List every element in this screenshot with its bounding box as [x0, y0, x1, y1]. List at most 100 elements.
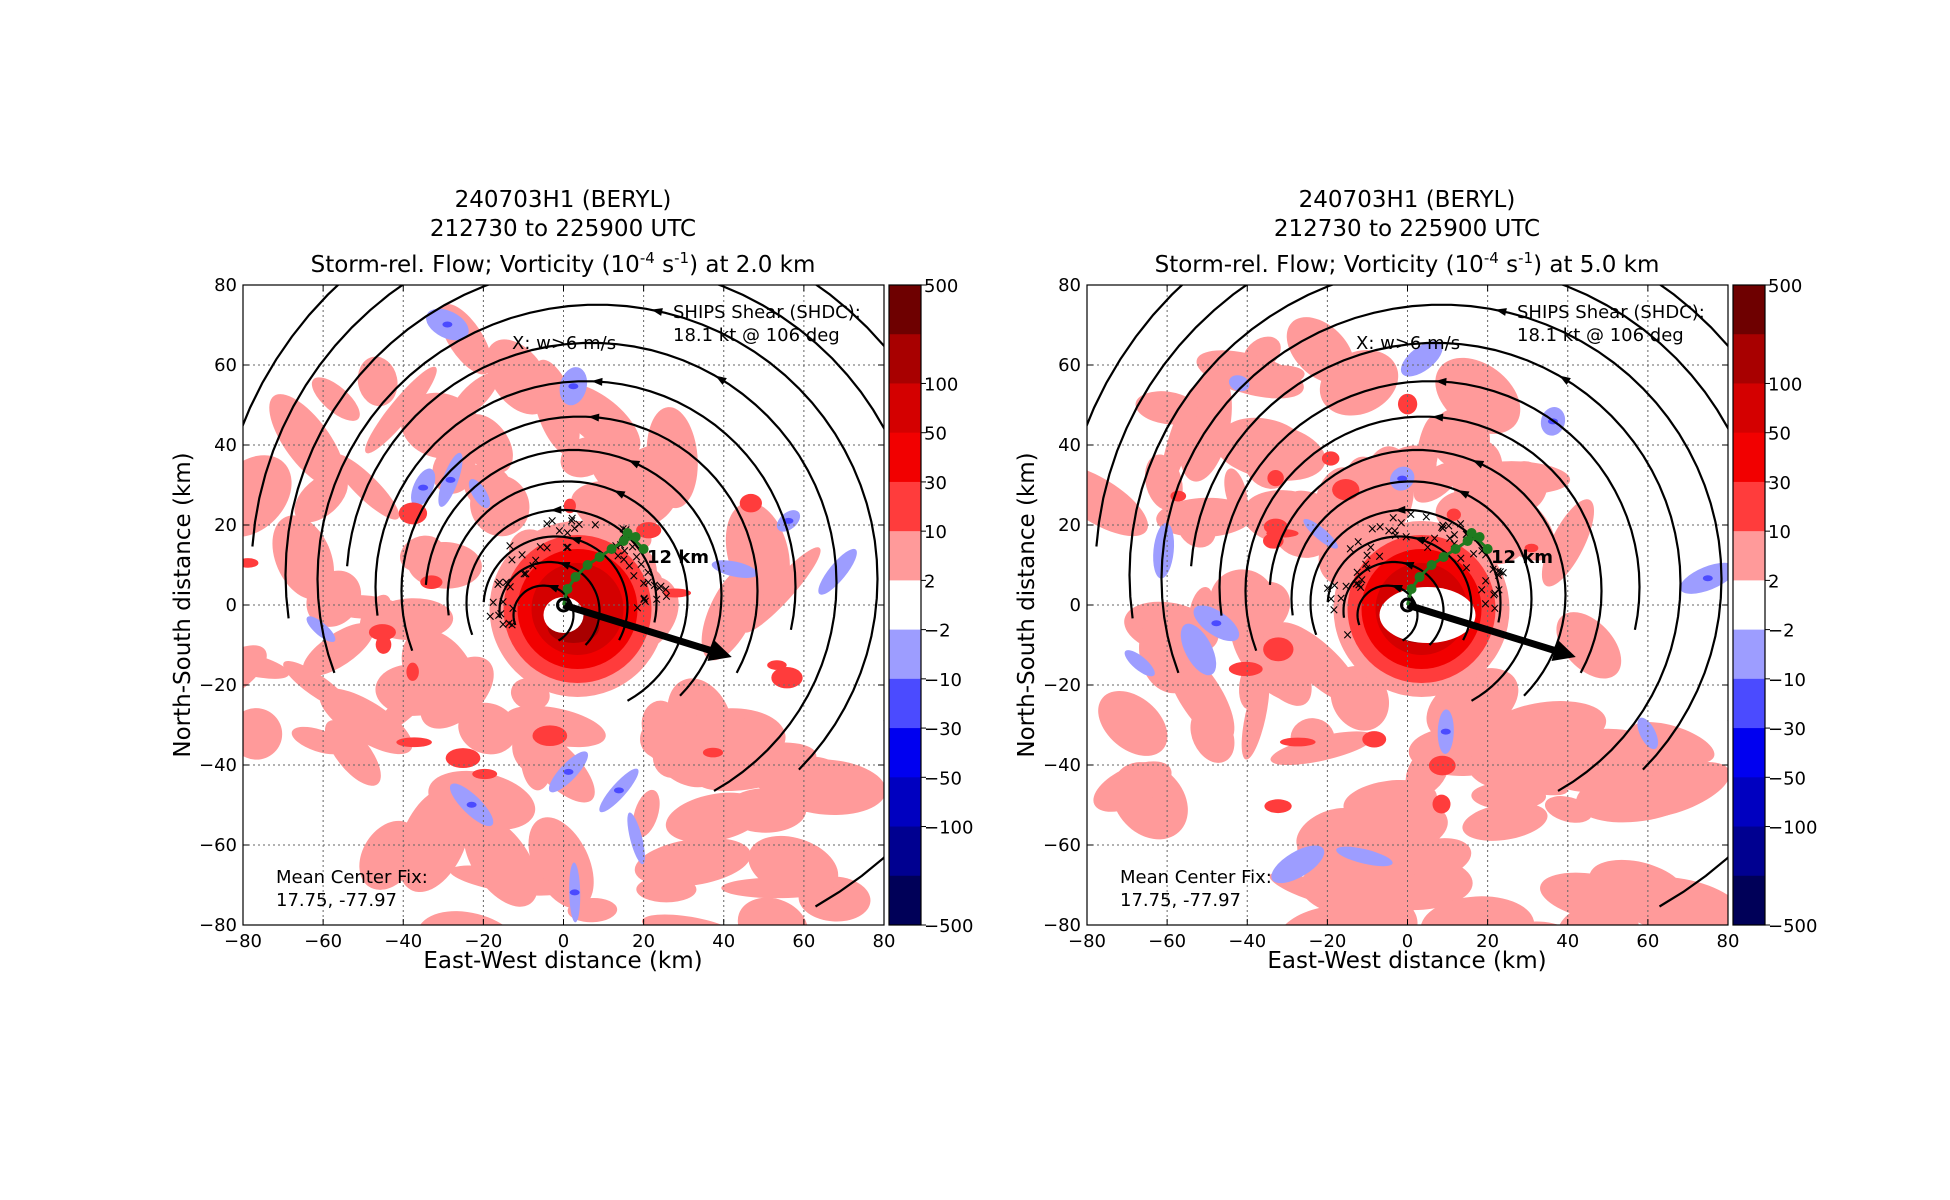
colorbar-frame — [1732, 284, 1766, 926]
colorbar-band — [1733, 531, 1765, 581]
updraft-marker: × — [488, 595, 499, 610]
updraft-marker: × — [1480, 574, 1491, 589]
panel-1-center-fix-line-2: 17.75, -77.97 — [276, 890, 397, 911]
updraft-marker: × — [1488, 563, 1499, 578]
streamline-arrow — [569, 536, 582, 545]
vorticity-patch — [1196, 350, 1304, 399]
updraft-marker: × — [1476, 544, 1487, 559]
negative-vorticity-patch — [1400, 341, 1443, 377]
updraft-marker: × — [502, 577, 513, 592]
panel-2-colorbar: 500 100 50 30 10 2 −2 −10 −30 −50 −100 −500 — [1732, 276, 1817, 937]
updraft-marker: × — [615, 538, 626, 553]
updraft-marker: × — [547, 514, 558, 529]
panel-1-title-line-3: Storm-rel. Flow; Vorticity (10-4 s-1) at… — [311, 249, 816, 278]
streamline-arrow — [1435, 377, 1447, 386]
vorticity-patch — [323, 595, 402, 619]
negative-vorticity-patch — [1637, 717, 1659, 750]
colorbar-band — [1733, 285, 1765, 335]
vorticity-patch — [632, 789, 660, 838]
panel-1-y-axis-label: North-South distance (km) — [170, 452, 196, 757]
colorbar-band — [1733, 383, 1765, 434]
updraft-marker: × — [520, 567, 531, 582]
streamline — [1095, 285, 1728, 547]
vorticity-patch — [1557, 902, 1639, 925]
updraft-marker: × — [618, 522, 629, 537]
updraft-marker: × — [519, 567, 530, 582]
negative-vorticity-patch — [818, 548, 857, 595]
vorticity-patch — [1135, 391, 1199, 425]
updraft-marker: × — [654, 581, 665, 596]
y-tick-label: 0 — [1070, 595, 1081, 616]
updraft-marker: × — [638, 577, 649, 592]
colorbar-band — [889, 432, 921, 483]
updraft-marker: × — [1420, 534, 1431, 549]
vorticity-patch — [532, 725, 568, 747]
updraft-marker: × — [1461, 527, 1472, 542]
updraft-marker: × — [651, 592, 662, 607]
updraft-marker: × — [638, 592, 649, 607]
y-tick-label: 40 — [1058, 435, 1081, 456]
x-tick-label: 40 — [712, 931, 735, 952]
vorticity-patch — [243, 645, 267, 705]
updraft-marker: × — [505, 580, 516, 595]
updraft-marker: × — [498, 595, 509, 610]
panel-1-streamlines — [243, 285, 884, 908]
x-tick-label: −40 — [1228, 931, 1266, 952]
eye-region — [1379, 587, 1476, 643]
x-tick-label: −80 — [224, 931, 262, 952]
panel-1-axis-ticks: −80−80 −60 −60 −40 −40 −20 −20 0 0 20 20 40 40 60 60 80… — [199, 275, 895, 952]
y-tick-label: 80 — [214, 275, 237, 296]
vorticity-patch — [770, 960, 821, 993]
streamline-arrow — [591, 377, 603, 386]
streamline-arrow — [628, 460, 641, 469]
vorticity-patch — [748, 835, 839, 898]
streamline-arrow — [558, 562, 571, 570]
vorticity-patch — [243, 455, 292, 537]
updraft-marker: × — [1356, 573, 1367, 588]
vorticity-patch — [531, 359, 580, 456]
updraft-marker: × — [628, 569, 639, 584]
updraft-marker: × — [624, 559, 635, 574]
colorbar-tick-label: −30 — [1768, 719, 1806, 740]
vorticity-patch — [1432, 794, 1451, 814]
vorticity-patch — [636, 522, 662, 539]
colorbar-band — [1733, 777, 1765, 828]
vorticity-patch — [1300, 859, 1427, 920]
panel-2-center-fix-line-2: 17.75, -77.97 — [1120, 890, 1241, 911]
streamline-arrow — [588, 413, 600, 422]
vorticity-patch — [1544, 796, 1592, 823]
updraft-marker: × — [1489, 601, 1500, 616]
updraft-marker: × — [507, 618, 518, 633]
updraft-marker: × — [495, 607, 506, 622]
shear-vector-head — [707, 639, 732, 662]
vorticity-patch — [472, 768, 498, 780]
colorbar-band — [1733, 678, 1765, 729]
streamline-arrow — [1590, 196, 1602, 204]
vorticity-patch — [556, 974, 606, 1012]
updraft-marker: × — [639, 591, 650, 606]
colorbar-band — [889, 334, 921, 384]
vorticity-patch — [1098, 690, 1168, 756]
y-tick-label: −80 — [199, 915, 237, 936]
colorbar-band — [889, 629, 921, 680]
colorbar-tick-label: 100 — [1768, 374, 1802, 395]
updraft-marker: × — [506, 553, 517, 568]
updraft-marker: × — [1390, 528, 1401, 543]
panel-1-tilt-label: 12 km — [647, 547, 709, 568]
updraft-marker: × — [485, 609, 496, 624]
colorbar-tick-label: −100 — [924, 818, 973, 839]
updraft-marker: × — [507, 602, 518, 617]
updraft-marker: × — [1396, 516, 1407, 531]
vorticity-patch — [1420, 896, 1535, 925]
vorticity-patch — [283, 660, 351, 711]
vorticity-patch — [450, 372, 499, 420]
vorticity-patch — [1482, 701, 1607, 757]
panel-1-shear-vector — [562, 601, 732, 662]
vorticity-patch — [396, 737, 432, 748]
updraft-marker: × — [1493, 565, 1504, 580]
shear-vector-head — [1551, 639, 1576, 662]
updraft-marker: × — [1322, 582, 1333, 597]
vorticity-patch — [1241, 672, 1270, 760]
negative-vorticity-patch — [627, 812, 645, 865]
